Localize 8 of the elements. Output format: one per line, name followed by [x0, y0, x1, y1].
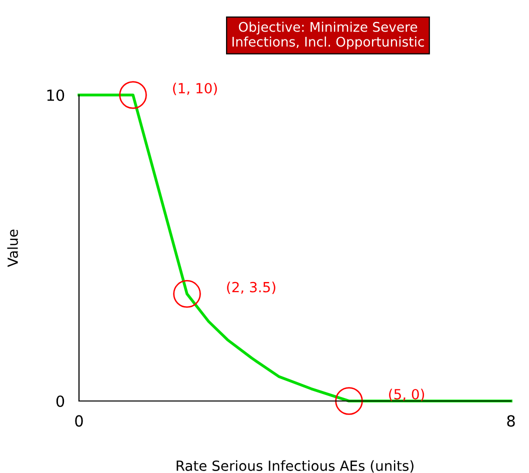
annotation: (5, 0) [389, 388, 424, 402]
y-tick-label: 10 [47, 89, 64, 102]
annotation: (2, 3.5) [227, 282, 276, 294]
chart-title: Objective: Minimize Severe Infections, Incl. Opportunistic [232, 22, 424, 50]
x-tick-label: 8 [507, 415, 515, 427]
annotation: (1, 10) [173, 82, 217, 96]
y-axis-title: Value [7, 230, 18, 267]
x-axis-title: Rate Serious Infectious AEs (units) [176, 460, 414, 473]
